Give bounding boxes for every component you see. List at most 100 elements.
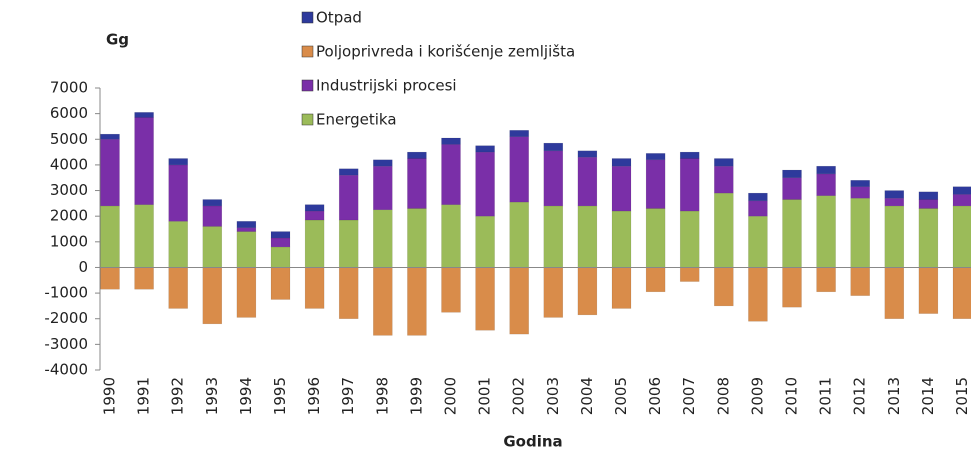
bar-segment [782, 177, 802, 200]
x-tick-label: 2002 [510, 377, 528, 415]
bar-segment [543, 267, 564, 318]
bar-segment [373, 159, 393, 167]
bar-segment [304, 267, 325, 309]
bar-segment [952, 267, 971, 319]
bar-segment [714, 165, 734, 194]
bar-segment [850, 267, 870, 296]
y-tick-label: -2000 [44, 309, 88, 327]
bar-segment [338, 174, 359, 221]
x-tick-label: 1999 [407, 377, 425, 415]
bar-segment [304, 219, 325, 268]
x-tick-label: 2001 [476, 377, 494, 415]
bar-segment [270, 246, 291, 268]
bar-segment [611, 158, 632, 167]
bar-segment [645, 159, 666, 209]
bar-segment [782, 169, 802, 178]
bar-segment [441, 204, 461, 268]
y-tick-label: 0 [78, 258, 88, 276]
bar-segment [884, 267, 905, 319]
bar-segment [373, 165, 393, 211]
bar-segment [373, 209, 393, 268]
bar-segment [679, 158, 700, 212]
bar-segment [679, 267, 700, 282]
bar-segment [816, 195, 836, 268]
bar-segment [407, 151, 427, 159]
y-tick-label: -4000 [44, 361, 88, 379]
bar-segment [645, 208, 666, 268]
bar-segment [236, 267, 257, 318]
bar-segment [100, 267, 120, 290]
bar-segment [134, 117, 154, 205]
y-tick-label: 2000 [50, 207, 88, 225]
bar-segment [202, 226, 223, 268]
y-tick-label: 5000 [50, 130, 88, 148]
bar-segment [509, 130, 529, 137]
bar-segment [509, 201, 529, 268]
bar-segment [543, 142, 564, 152]
bar-segment [441, 137, 461, 145]
x-tick-label: 2014 [919, 377, 937, 415]
bar-segment [679, 151, 700, 159]
x-tick-label: 2007 [680, 377, 698, 415]
x-tick-label: 1991 [135, 377, 153, 415]
x-tick-label: 2008 [714, 377, 732, 415]
bar-segment [475, 267, 495, 331]
bar-segment [611, 210, 632, 268]
bar-segment [577, 205, 598, 268]
y-tick-label: 4000 [50, 155, 88, 173]
bar-segment [100, 205, 120, 268]
x-tick-label: 2000 [442, 377, 460, 415]
bar-segment [543, 150, 564, 207]
x-tick-label: 2003 [544, 377, 562, 415]
bar-segment [134, 112, 154, 118]
bar-segment [748, 192, 768, 202]
bar-segment [270, 267, 291, 300]
x-tick-label: 1998 [373, 377, 391, 415]
bar-segment [850, 197, 870, 268]
bar-segment [577, 150, 598, 158]
x-tick-label: 2012 [851, 377, 869, 415]
legend-swatch [301, 45, 314, 58]
bar-segment [679, 210, 700, 268]
y-tick-label: -1000 [44, 284, 88, 302]
bar-segment [168, 158, 188, 166]
bar-segment [748, 200, 768, 217]
legend-label: Energetika [316, 111, 397, 129]
bar-segment [338, 267, 359, 319]
bar-segment [714, 158, 734, 167]
bar-segment [168, 164, 188, 222]
legend-swatch [301, 79, 314, 92]
bar-segment [475, 145, 495, 153]
x-tick-label: 1992 [169, 377, 187, 415]
bar-segment [304, 204, 325, 212]
bar-segment [338, 168, 359, 176]
bar-segment [475, 151, 495, 217]
bar-segment [407, 158, 427, 209]
x-tick-label: 1995 [271, 377, 289, 415]
bar-segment [168, 267, 188, 309]
bar-segment [918, 267, 939, 314]
bar-segment [884, 205, 905, 268]
bar-segment [884, 197, 905, 207]
bar-segment [270, 231, 291, 239]
bar-segment [441, 267, 461, 313]
x-tick-label: 1994 [237, 377, 255, 415]
x-tick-label: 2011 [817, 377, 835, 415]
bar-segment [816, 267, 836, 293]
bar-segment [884, 190, 905, 199]
bar-segment [202, 199, 223, 207]
x-tick-label: 2004 [578, 377, 596, 415]
x-tick-label: 2005 [612, 377, 630, 415]
x-tick-label: 2006 [646, 377, 664, 415]
bar-segment [134, 204, 154, 268]
legend-label: Poljoprivreda i korišćenje zemljišta [316, 43, 575, 61]
bar-segment [918, 208, 939, 268]
bar-segment [304, 210, 325, 221]
bar-segment [714, 192, 734, 268]
bar-segment [611, 165, 632, 212]
bar-segment [645, 267, 666, 293]
bar-segment [816, 173, 836, 196]
y-tick-label: 3000 [50, 181, 88, 199]
bar-segment [441, 144, 461, 205]
